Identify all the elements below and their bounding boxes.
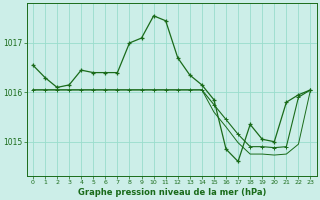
X-axis label: Graphe pression niveau de la mer (hPa): Graphe pression niveau de la mer (hPa) xyxy=(77,188,266,197)
